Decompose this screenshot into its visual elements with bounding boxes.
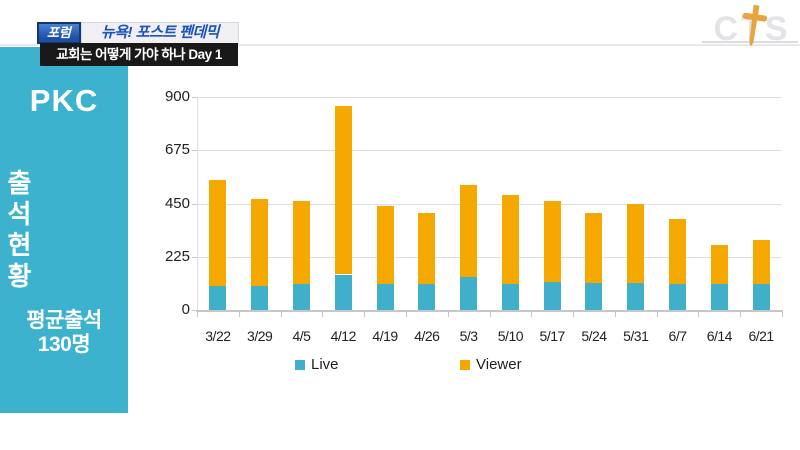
bar-live <box>669 283 687 310</box>
y-axis-line <box>197 97 198 310</box>
sidebar-average-value: 130명 <box>37 333 91 356</box>
bar-viewer <box>251 198 269 287</box>
x-axis-tick <box>405 312 407 317</box>
bar-live <box>334 274 352 310</box>
bar-viewer <box>585 212 603 283</box>
y-axis-tick <box>192 203 197 205</box>
x-tick-label: 5/3 <box>459 328 478 344</box>
x-tick-label: 5/10 <box>497 328 524 344</box>
x-tick-label: 6/7 <box>668 328 687 344</box>
x-axis-tick <box>280 312 282 317</box>
x-tick-label: 5/17 <box>539 328 566 344</box>
bar-live <box>501 283 519 310</box>
bar-viewer <box>209 179 227 287</box>
legend-swatch-live <box>295 359 305 370</box>
x-axis-tick <box>782 312 783 317</box>
legend-label-viewer: Viewer <box>476 356 522 373</box>
bar-viewer <box>292 201 310 284</box>
attendance-chart: Live Viewer 0 225 450 675 900 3/22 3/29 4/5 4/12… <box>150 85 798 390</box>
bar-viewer <box>418 212 436 284</box>
x-tick-label: 6/21 <box>748 328 774 344</box>
x-tick-label: 3/29 <box>247 328 273 344</box>
bar-live <box>251 286 269 310</box>
x-tick-label: 5/31 <box>623 328 649 344</box>
bar-viewer <box>627 203 645 283</box>
legend-swatch-viewer <box>460 359 470 370</box>
y-tick-label: 225 <box>164 247 190 265</box>
bar-viewer <box>543 201 561 282</box>
y-axis-tick <box>192 150 197 152</box>
bar-viewer <box>710 244 728 284</box>
header-divider <box>0 44 800 46</box>
gridline <box>197 150 782 152</box>
gridline <box>197 97 782 98</box>
bar-live <box>418 283 436 310</box>
gridline <box>197 203 782 205</box>
y-tick-label: 675 <box>164 141 190 159</box>
x-tick-label: 4/19 <box>372 328 398 344</box>
x-tick-label: 4/26 <box>414 328 440 344</box>
cross-icon <box>742 4 768 46</box>
x-tick-label: 6/14 <box>706 328 733 344</box>
bar-viewer <box>334 106 352 275</box>
x-axis-tick <box>740 312 742 317</box>
sidebar-average-label: 평균출석 <box>26 309 102 332</box>
forum-badge-label: 포럼 <box>47 25 71 40</box>
x-axis-tick <box>656 312 658 317</box>
bar-live <box>710 283 728 310</box>
bar-viewer <box>752 240 770 284</box>
x-axis-tick <box>573 312 575 317</box>
bar-live <box>585 282 603 310</box>
episode-subtitle-badge: 교회는 어떻게 가야 하나 Day 1 <box>40 43 238 66</box>
sidebar-average: 평균출석 130명 <box>0 309 128 357</box>
bar-live <box>292 283 310 310</box>
y-tick-label: 0 <box>181 301 190 318</box>
program-title-badge: 뉴욕! 포스트 펜데믹 <box>81 22 239 44</box>
cts-logo: CTS <box>700 0 800 64</box>
bar-live <box>209 286 227 310</box>
x-axis-tick <box>322 312 324 317</box>
bar-viewer <box>460 184 478 277</box>
x-axis-tick <box>197 312 198 317</box>
y-axis-tick <box>192 97 197 98</box>
forum-badge: 포럼 <box>37 22 81 44</box>
y-axis-tick <box>192 256 197 258</box>
x-axis-tick <box>698 312 700 317</box>
x-tick-label: 3/22 <box>205 328 231 344</box>
x-axis-tick <box>364 312 366 317</box>
sidebar-vertical-title: 출석현황 <box>3 169 33 293</box>
bar-viewer <box>669 218 687 284</box>
chart-legend: Live Viewer <box>150 356 798 376</box>
legend-item-viewer: Viewer <box>460 356 522 373</box>
x-tick-label: 4/5 <box>292 328 311 344</box>
x-tick-label: 5/24 <box>581 328 607 344</box>
bar-viewer <box>501 195 519 284</box>
x-axis-tick <box>238 312 240 317</box>
x-axis-tick <box>489 312 491 317</box>
x-axis-tick <box>447 312 449 317</box>
legend-label-live: Live <box>311 356 339 373</box>
y-axis-tick <box>192 310 197 311</box>
x-axis-line <box>196 310 783 312</box>
bar-viewer <box>376 205 394 284</box>
legend-item-live: Live <box>295 356 339 373</box>
y-tick-label: 900 <box>164 88 190 105</box>
y-tick-label: 450 <box>164 194 190 212</box>
bar-live <box>460 276 478 310</box>
x-axis-tick <box>614 312 616 317</box>
gridline <box>197 256 782 258</box>
sidebar: PKC 출석현황 평균출석 130명 <box>0 47 128 413</box>
bar-live <box>543 281 561 310</box>
sidebar-title: PKC <box>29 83 99 118</box>
program-title-text: 뉴욕! 포스트 펜데믹 <box>100 24 220 41</box>
bar-live <box>752 283 770 310</box>
bar-live <box>376 283 394 310</box>
x-tick-label: 4/12 <box>330 328 357 344</box>
episode-subtitle-text: 교회는 어떻게 가야 하나 Day 1 <box>56 47 222 62</box>
x-axis-tick <box>531 312 533 317</box>
bar-live <box>627 282 645 310</box>
